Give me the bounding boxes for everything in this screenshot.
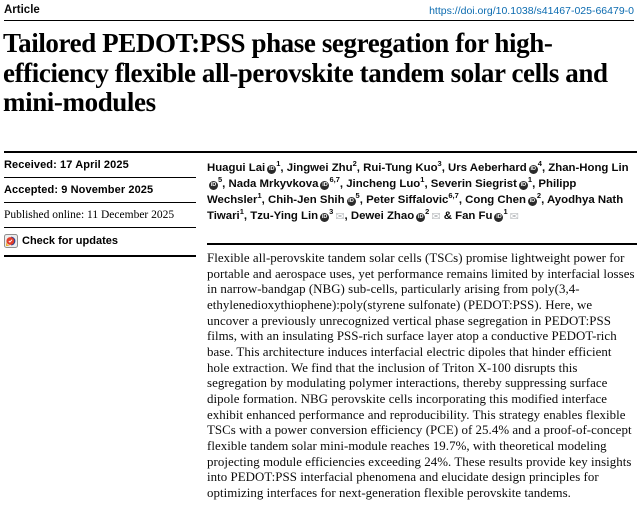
author-affiliation-superscript: 1 xyxy=(420,174,425,184)
published-date: Published online: 11 December 2025 xyxy=(4,203,196,228)
author: Chih-Jen Shih iD5 xyxy=(267,190,360,206)
author: Huagui Lai iD1 xyxy=(207,158,281,174)
author: Cong Chen iD2 xyxy=(465,190,542,206)
abstract-divider xyxy=(207,242,637,245)
author-affiliation-superscript: 5 xyxy=(355,190,360,200)
crossmark-icon xyxy=(4,233,18,248)
orcid-icon[interactable]: iD xyxy=(320,180,330,190)
orcid-icon[interactable]: iD xyxy=(518,180,528,190)
orcid-icon[interactable]: iD xyxy=(494,212,504,222)
author: Severin Siegrist iD1 xyxy=(430,174,533,190)
author-affiliation-superscript: 1 xyxy=(257,190,262,200)
author: Nada Mrkyvkova iD6,7 xyxy=(228,174,340,190)
article-type-label: Article xyxy=(4,4,40,16)
orcid-icon[interactable]: iD xyxy=(267,164,277,174)
orcid-icon[interactable]: iD xyxy=(416,212,426,222)
author-list: Huagui Lai iD1, Jingwei Zhu2, Rui-Tung Ku… xyxy=(207,158,629,223)
author: Dewei Zhao iD2 ✉ xyxy=(350,206,441,223)
author: Rui-Tung Kuo3 xyxy=(363,158,442,174)
orcid-icon[interactable]: iD xyxy=(528,164,538,174)
author: Fan Fu iD1 ✉ xyxy=(455,206,519,223)
page-title: Tailored PEDOT:PSS phase segregation for… xyxy=(3,28,608,117)
author-affiliation-superscript: 1 xyxy=(239,206,244,216)
email-icon[interactable]: ✉ xyxy=(509,210,519,223)
author-affiliation-superscript: 4 xyxy=(537,158,542,168)
author: Urs Aeberhard iD4 xyxy=(448,158,542,174)
author: Jincheng Luo1 xyxy=(346,174,425,190)
orcid-icon[interactable]: iD xyxy=(209,180,218,190)
accepted-date: Accepted: 9 November 2025 xyxy=(4,178,196,203)
author-affiliation-superscript: 6,7 xyxy=(329,174,340,184)
check-for-updates-label: Check for updates xyxy=(22,234,118,247)
author-affiliation-superscript: 3 xyxy=(437,158,442,168)
orcid-icon[interactable]: iD xyxy=(346,196,356,206)
email-icon[interactable]: ✉ xyxy=(431,210,441,223)
author-affiliation-superscript: 1 xyxy=(276,158,281,168)
orcid-icon[interactable]: iD xyxy=(320,212,330,222)
title-divider xyxy=(4,151,637,153)
author-affiliation-superscript: 1 xyxy=(503,206,508,216)
author-affiliation-superscript: 2 xyxy=(352,158,357,168)
author-affiliation-superscript: 3 xyxy=(329,206,334,216)
author-affiliation-superscript: 1 xyxy=(527,174,533,184)
author: Jingwei Zhu2 xyxy=(286,158,357,174)
orcid-icon[interactable]: iD xyxy=(527,196,537,206)
author: Ayodhya Nath Tiwari1 xyxy=(207,193,624,222)
author-affiliation-superscript: 2 xyxy=(425,206,430,216)
email-icon[interactable]: ✉ xyxy=(335,210,345,223)
sidebar: Received: 17 April 2025 Accepted: 9 Nove… xyxy=(4,153,196,257)
doi-link[interactable]: https://doi.org/10.1038/s41467-025-66479… xyxy=(429,5,634,17)
author: Peter Siffalovic6,7 xyxy=(366,190,459,206)
abstract-text: Flexible all-perovskite tandem solar cel… xyxy=(207,251,635,500)
author: Philipp Wechsler1 xyxy=(207,177,577,206)
author-affiliation-superscript: 5 xyxy=(218,174,223,184)
author: Tzu-Ying Lin iD3 ✉ xyxy=(250,206,345,223)
author-affiliation-superscript: 2 xyxy=(536,190,542,200)
author: Zhan-Hong LiniD5 xyxy=(209,161,629,190)
page-header: Article https://doi.org/10.1038/s41467-0… xyxy=(4,4,634,20)
received-date: Received: 17 April 2025 xyxy=(4,153,196,178)
check-for-updates-button[interactable]: Check for updates xyxy=(4,228,196,257)
main-column: Huagui Lai iD1, Jingwei Zhu2, Rui-Tung Ku… xyxy=(207,153,637,502)
author-affiliation-superscript: 6,7 xyxy=(448,190,459,200)
header-divider xyxy=(4,20,634,21)
